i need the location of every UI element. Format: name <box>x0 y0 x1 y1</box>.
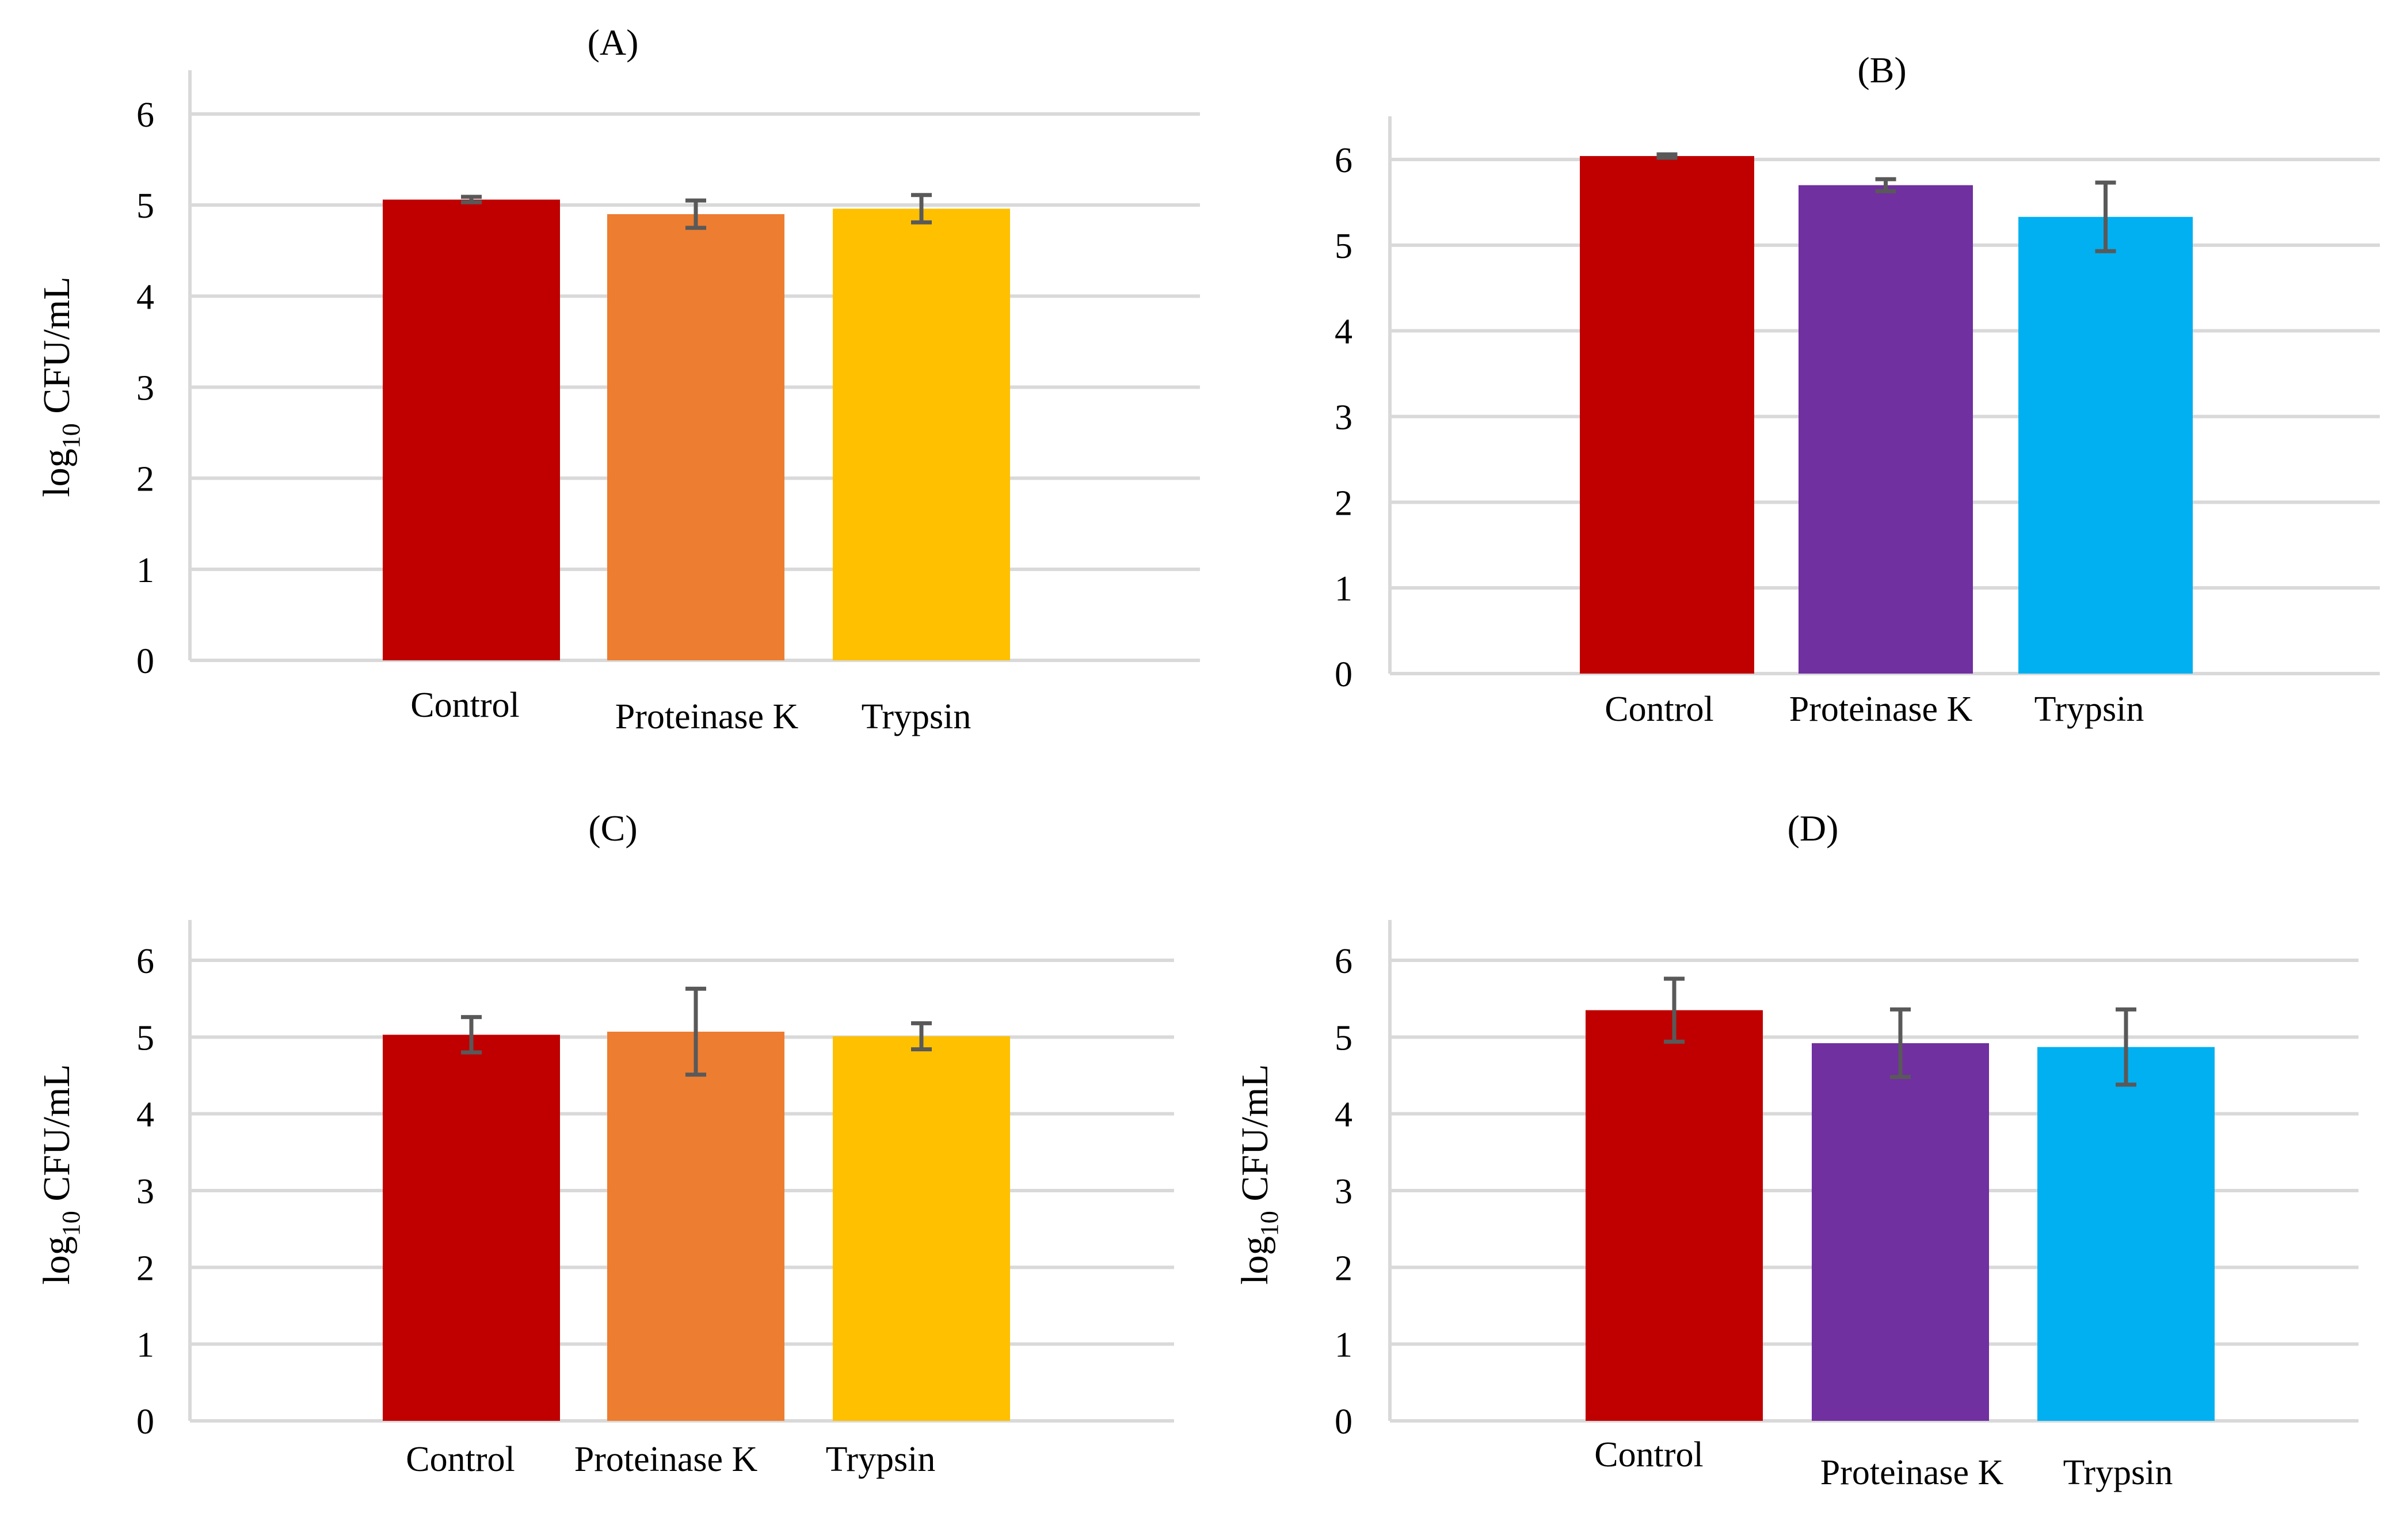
y-tick-label: 3 <box>1335 1172 1352 1211</box>
category-label-trypsin: Trypsin <box>862 697 971 736</box>
y-tick-label: 4 <box>1335 1096 1352 1135</box>
panel-b: (B) 0 1 2 3 4 5 6 Control Proteinase K Trypsin <box>1335 50 2380 729</box>
error-bar-trypsin <box>2116 1007 2136 1087</box>
bar-control <box>1586 1010 1763 1421</box>
y-tick-label: 6 <box>136 96 154 135</box>
chart-title: (C) <box>588 808 637 849</box>
y-tick-label: 2 <box>1335 1249 1352 1288</box>
bar-control <box>383 1035 560 1421</box>
y-axis-label: log10 CFU/mL <box>36 276 85 497</box>
bar-control <box>383 199 560 661</box>
error-bar-proteinase-k <box>685 198 706 230</box>
y-tick-label: 5 <box>136 187 154 226</box>
category-label-control: Control <box>406 1440 515 1479</box>
error-bar-control <box>461 1015 482 1055</box>
y-tick-label: 3 <box>1335 398 1352 438</box>
y-tick-label: 5 <box>1335 227 1352 266</box>
category-label-trypsin: Trypsin <box>2034 690 2144 729</box>
bar-proteinase-k <box>607 1032 784 1421</box>
error-bar-trypsin <box>911 1021 932 1052</box>
panel-d: (D) 0 1 2 3 4 5 6 Control Proteinase K Trypsin log1… <box>1234 808 2359 1492</box>
category-label-control: Control <box>1594 1435 1703 1474</box>
y-tick-label: 4 <box>136 277 154 317</box>
bar-trypsin <box>2037 1047 2215 1421</box>
y-tick-label: 3 <box>136 369 154 408</box>
category-label-proteinase-k: Proteinase K <box>1789 690 1973 729</box>
y-tick-label: 0 <box>136 642 154 681</box>
y-tick-label: 0 <box>136 1402 154 1442</box>
bar-trypsin <box>833 1036 1010 1421</box>
category-label-trypsin: Trypsin <box>826 1440 936 1479</box>
y-axis-label: log10 CFU/mL <box>1234 1064 1283 1284</box>
y-tick-label: 2 <box>1335 484 1352 523</box>
y-tick-label: 1 <box>136 551 154 590</box>
y-tick-label: 6 <box>1335 141 1352 180</box>
y-tick-label: 5 <box>1335 1018 1352 1058</box>
category-label-control: Control <box>1605 690 1713 729</box>
bar-proteinase-k <box>1812 1043 1989 1421</box>
y-tick-label: 1 <box>136 1326 154 1365</box>
chart-title: (B) <box>1857 50 1906 90</box>
y-tick-label: 6 <box>136 942 154 981</box>
y-tick-label: 0 <box>1335 1402 1352 1442</box>
category-label-proteinase-k: Proteinase K <box>615 697 799 736</box>
error-bar-proteinase-k <box>685 986 706 1077</box>
error-bar-trypsin <box>2095 180 2116 253</box>
y-tick-label: 6 <box>1335 942 1352 981</box>
y-tick-label: 2 <box>136 1249 154 1288</box>
chart-title: (A) <box>588 22 639 63</box>
bar-trypsin <box>833 208 1010 660</box>
category-label-proteinase-k: Proteinase K <box>1820 1453 2004 1492</box>
category-label-control: Control <box>410 686 519 725</box>
error-bar-control <box>1656 152 1678 160</box>
category-label-trypsin: Trypsin <box>2063 1453 2173 1492</box>
y-tick-label: 0 <box>1335 655 1352 694</box>
panel-c: (C) 0 1 2 3 4 5 6 Control Proteinase K Trypsin log1… <box>36 808 1174 1479</box>
y-tick-label: 5 <box>136 1018 154 1058</box>
error-bar-control <box>461 195 482 204</box>
y-tick-label: 1 <box>1335 1326 1352 1365</box>
y-tick-label: 3 <box>136 1172 154 1211</box>
error-bar-proteinase-k <box>1890 1007 1911 1079</box>
bar-control <box>1580 156 1754 674</box>
y-tick-label: 4 <box>1335 313 1352 352</box>
chart-title: (D) <box>1788 808 1839 849</box>
bar-trypsin <box>2018 216 2193 674</box>
y-tick-label: 2 <box>136 460 154 499</box>
y-axis-label: log10 CFU/mL <box>36 1064 85 1284</box>
category-label-proteinase-k: Proteinase K <box>574 1440 758 1479</box>
error-bar-proteinase-k <box>1875 177 1896 193</box>
bar-proteinase-k <box>607 214 784 660</box>
bar-proteinase-k <box>1799 185 1973 674</box>
error-bar-control <box>1664 976 1685 1044</box>
y-tick-label: 4 <box>136 1096 154 1135</box>
panel-a: (A) 0 1 2 3 4 5 6 Control Proteinase K Trypsin log1… <box>36 22 1200 736</box>
y-tick-label: 1 <box>1335 569 1352 609</box>
error-bar-trypsin <box>911 193 932 225</box>
